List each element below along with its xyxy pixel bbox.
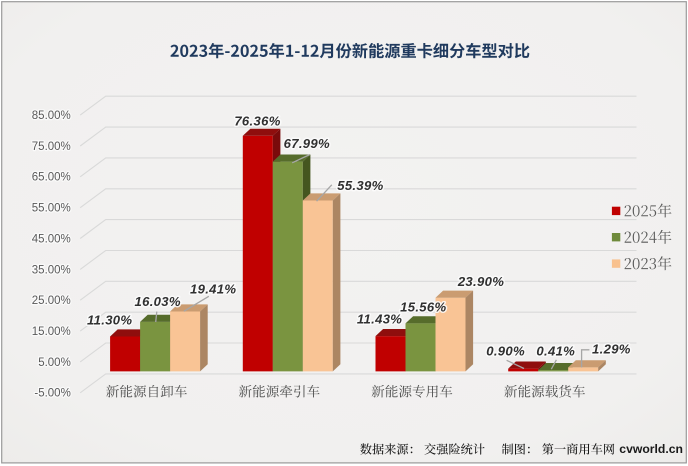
svg-text:15.00%: 15.00% [32,326,71,338]
svg-text:55.39%: 55.39% [337,178,383,193]
svg-text:55.00%: 55.00% [32,203,71,215]
svg-text:45.00%: 45.00% [32,233,71,245]
svg-text:25.00%: 25.00% [32,295,71,307]
svg-text:75.00%: 75.00% [32,141,71,153]
svg-text:-5.00%: -5.00% [34,388,70,400]
svg-text:0.41%: 0.41% [536,344,575,359]
svg-text:76.36%: 76.36% [234,113,280,128]
svg-text:15.56%: 15.56% [400,299,446,314]
svg-text:67.99%: 67.99% [284,136,330,151]
svg-text:11.43%: 11.43% [357,312,402,327]
svg-text:35.00%: 35.00% [32,264,71,276]
svg-text:0.90%: 0.90% [486,344,525,359]
svg-text:5.00%: 5.00% [38,357,71,369]
svg-text:19.41%: 19.41% [190,281,236,296]
svg-text:65.00%: 65.00% [32,172,71,184]
svg-text:1.29%: 1.29% [592,341,631,356]
svg-text:85.00%: 85.00% [32,110,71,122]
svg-text:cvworld.cn: cvworld.cn [619,442,683,456]
svg-text:23.90%: 23.90% [457,274,504,289]
svg-text:16.03%: 16.03% [135,294,181,309]
svg-text:11.30%: 11.30% [87,313,132,328]
